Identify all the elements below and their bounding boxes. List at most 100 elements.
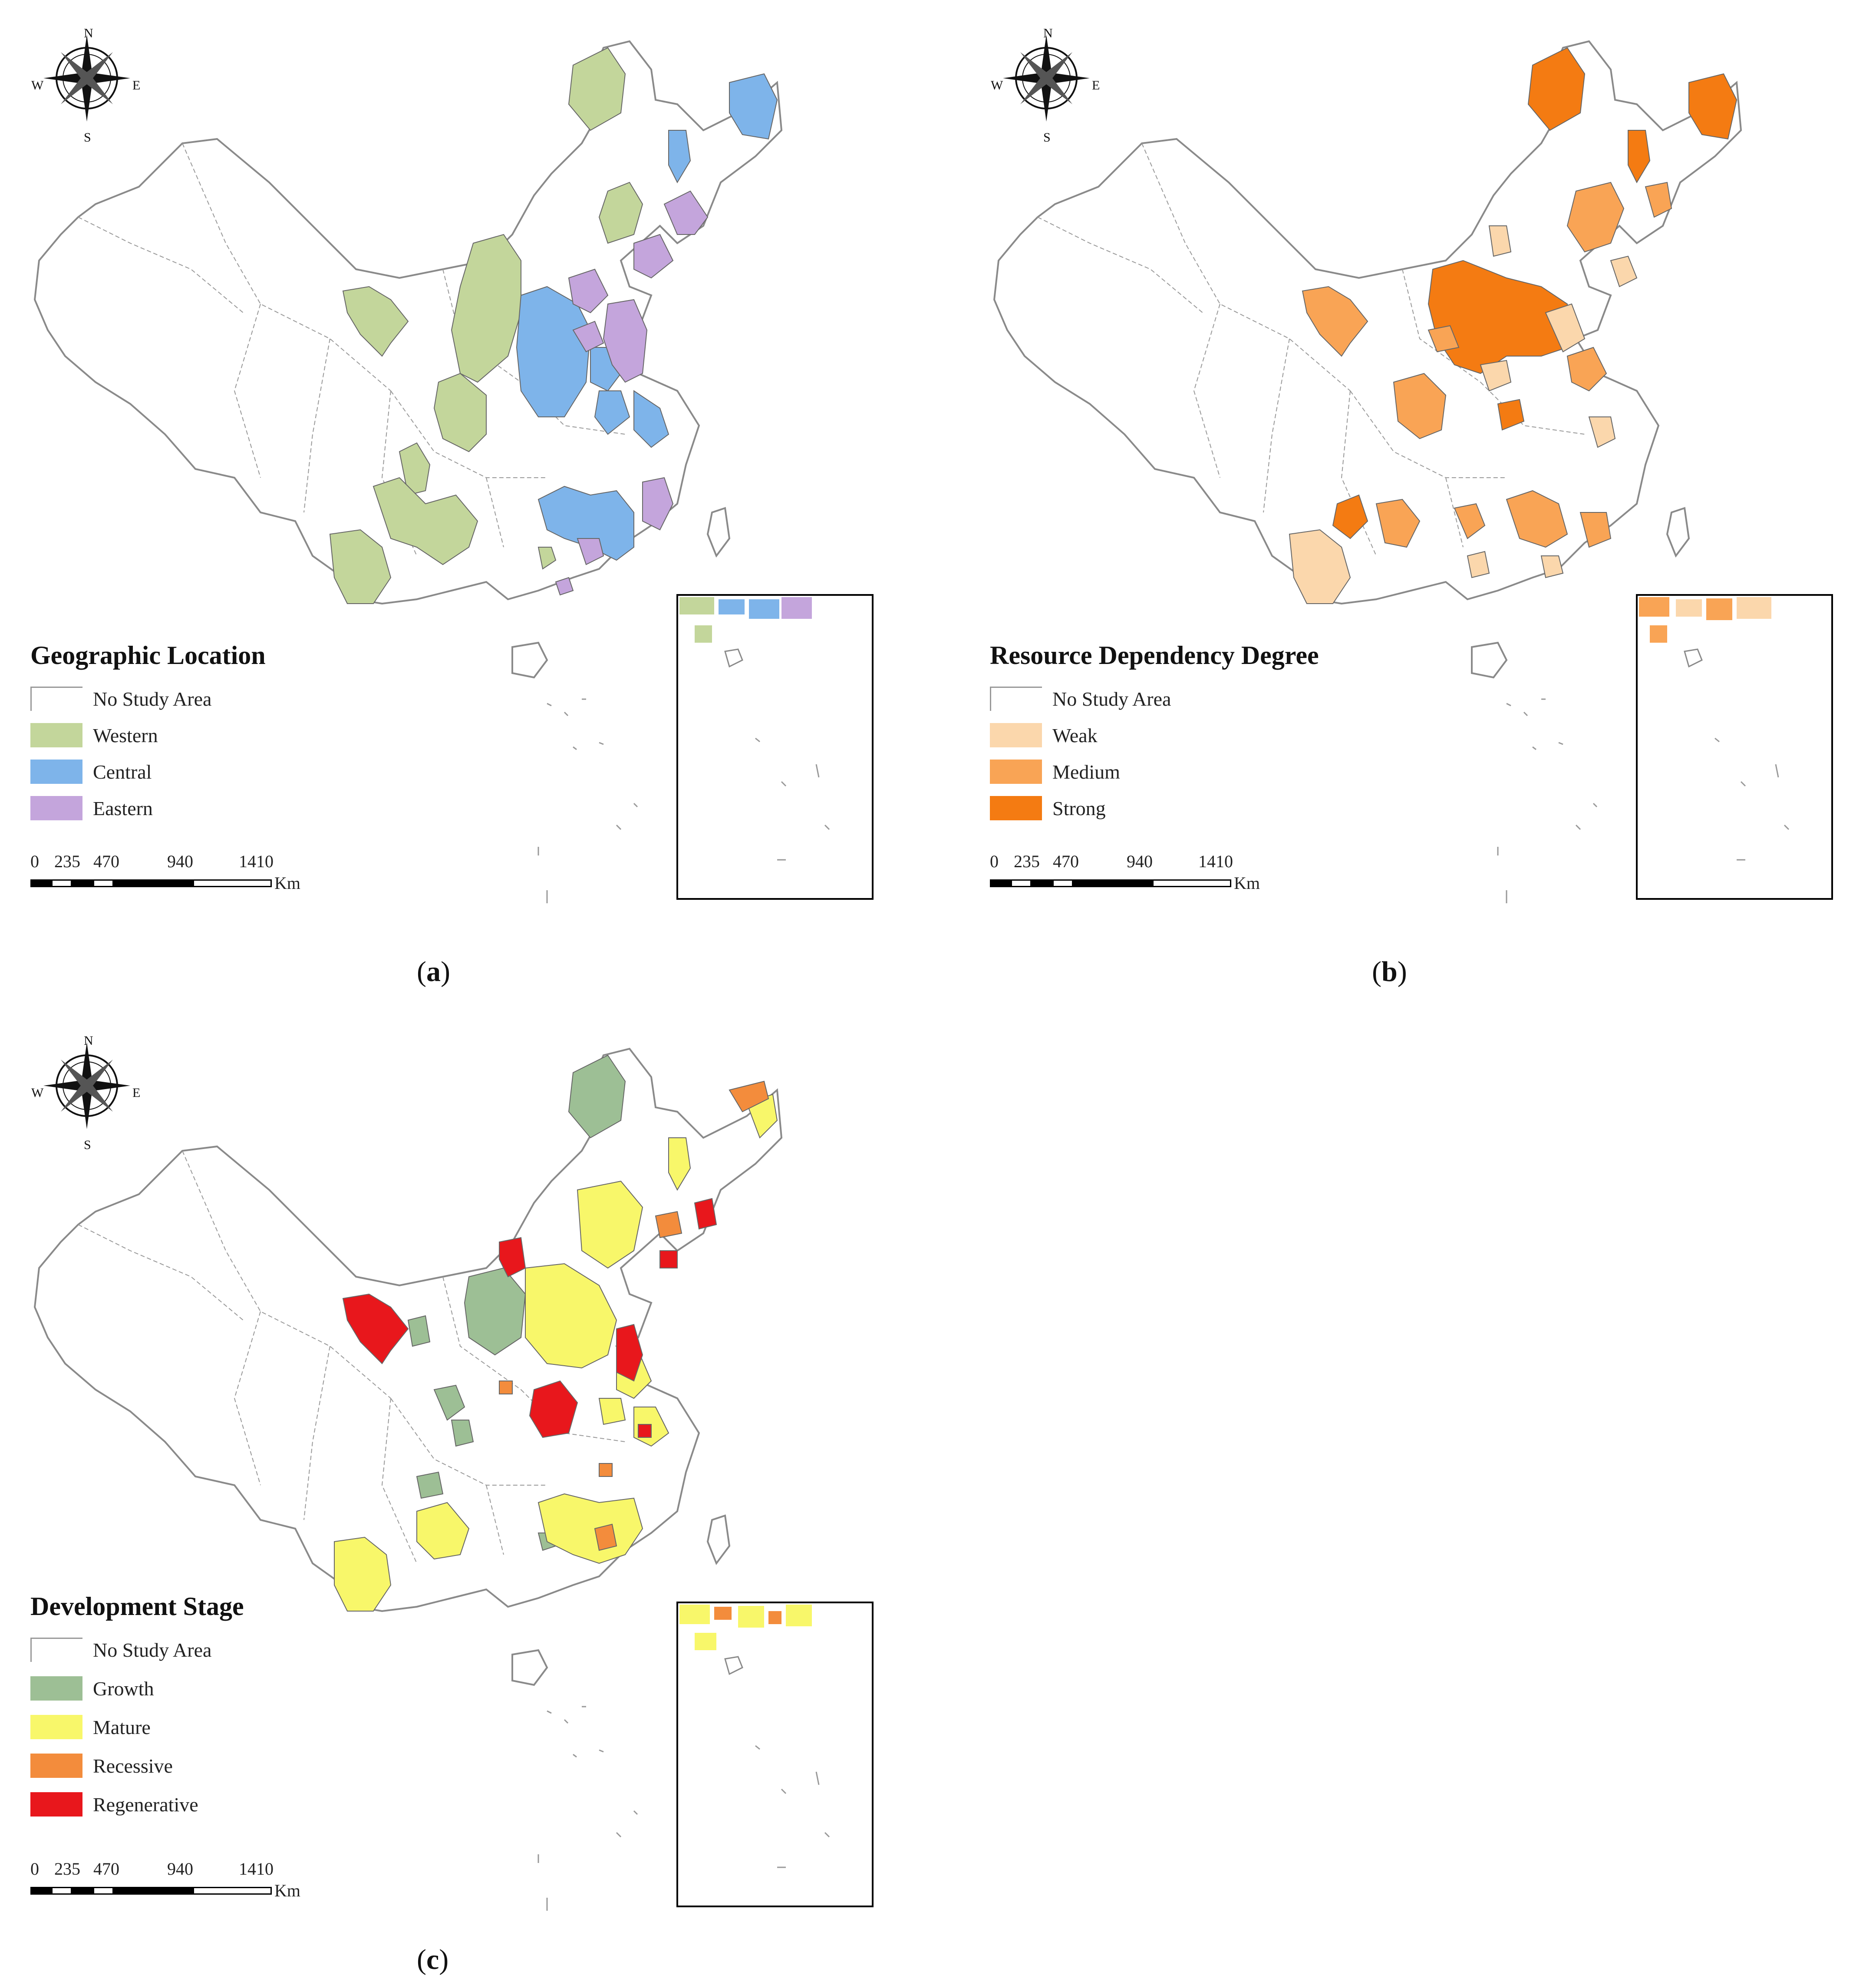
map-panel-development-stage: N S W E Development Stage No Study Area … [0,1007,933,1972]
legend-label: Regenerative [93,1793,198,1816]
compass-south-label: S [1043,130,1051,145]
taiwan-island [706,1514,731,1566]
compass-rose-icon [43,35,130,122]
china-map [33,35,874,903]
legend-title: Development Stage [30,1592,244,1621]
legend-label: No Study Area [93,687,212,710]
legend-label: Medium [1052,760,1120,783]
legend-swatch [30,760,82,784]
caption-b: (b) [1372,956,1407,988]
legend-label: No Study Area [93,1638,212,1661]
legend-item-recessive: Recessive [30,1752,173,1779]
legend-swatch [30,687,82,711]
scale-bar: 0 235 470 940 1410 Km [30,1859,300,1901]
legend-title: Geographic Location [30,641,266,670]
legend-item-no-study-area: No Study Area [30,685,211,712]
taiwan-island [706,507,731,558]
compass-north-label: N [1043,26,1053,40]
region-regenerative [342,1198,717,1438]
scale-label: 235 [54,852,80,871]
china-map [33,1042,874,1911]
compass-rose-icon [43,1042,130,1129]
compass-east-label: E [132,1086,141,1100]
legend-label: Recessive [93,1754,173,1777]
legend-swatch [30,796,82,820]
legend-label: No Study Area [1052,687,1171,710]
province-boundaries [1037,143,1585,556]
region-recessive [499,1080,769,1551]
scale-label: 1410 [239,1859,274,1879]
south-sea-islands [537,698,638,903]
scale-label: 235 [54,1859,80,1879]
region-central [516,73,778,561]
scale-label: 940 [167,852,193,871]
legend-swatch [30,723,82,747]
legend-swatch [990,760,1042,784]
compass-south-label: S [84,130,91,145]
legend-item-central: Central [30,758,152,785]
legend-label: Weak [1052,724,1098,746]
province-boundaries [78,1150,626,1564]
legend-swatch [30,1715,82,1739]
legend-label: Strong [1052,797,1106,819]
china-outline [993,40,1742,605]
legend-swatch [30,1638,82,1662]
scale-labels: 0 235 470 940 1410 [30,851,274,873]
south-sea-islands [1497,698,1598,903]
legend-label: Growth [93,1677,154,1700]
legend-swatch [30,1676,82,1701]
compass-west-label: W [31,1086,44,1100]
inset-frame [1636,594,1833,900]
scale-label: 470 [1053,852,1079,871]
compass-rose-icon [1003,35,1090,122]
hainan-island [1471,641,1508,679]
legend-label: Western [93,724,158,746]
inset-map [679,597,830,861]
map-panel-geographic-location: N S W E Geographic Location No Study Are… [0,0,933,964]
scale-labels: 0 235 470 940 1410 [30,1859,274,1880]
caption-c: (c) [417,1944,449,1975]
caption-a: (a) [417,956,450,988]
scale-label: 940 [1127,852,1153,871]
legend-item-regenerative: Regenerative [30,1791,198,1818]
scale-unit: Km [1234,873,1260,893]
legend-swatch [990,796,1042,820]
legend-item-weak: Weak [990,722,1098,749]
scale-label: 0 [30,1859,39,1879]
inset-map [679,1605,830,1868]
map-panel-resource-dependency: N S W E Resource Dependency Degree No St… [959,0,1876,964]
region-medium [1302,182,1672,548]
china-map [993,35,1833,903]
legend-item-medium: Medium [990,758,1120,785]
legend-swatch [30,1792,82,1817]
scale-labels: 0 235 470 940 1410 [990,851,1233,873]
compass-west-label: W [991,78,1003,92]
legend-item-no-study-area: No Study Area [30,1636,211,1663]
region-strong [1332,47,1738,539]
scale-label: 0 [30,852,39,871]
legend-swatch [990,723,1042,747]
legend-item-mature: Mature [30,1714,151,1741]
legend-label: Mature [93,1716,151,1738]
inset-map [1639,597,1790,861]
compass-east-label: E [1092,78,1100,92]
legend-item-no-study-area: No Study Area [990,685,1171,712]
scale-unit: Km [274,1881,300,1900]
hainan-island [511,1649,548,1686]
legend-swatch [990,687,1042,711]
hainan-island [511,641,548,679]
south-sea-islands [537,1706,638,1911]
region-growth [407,1054,626,1551]
scale-label: 1410 [239,852,274,871]
legend-item-growth: Growth [30,1675,154,1702]
legend-title: Resource Dependency Degree [990,641,1319,670]
scale-unit: Km [274,873,300,893]
legend-item-eastern: Eastern [30,795,153,822]
scale-label: 0 [990,852,999,871]
inset-frame [676,1602,874,1907]
taiwan-island [1666,507,1690,558]
scale-label: 470 [93,1859,119,1879]
legend-swatch [30,1754,82,1778]
scale-bar: 0 235 470 940 1410 Km [990,851,1260,893]
compass-south-label: S [84,1138,91,1152]
